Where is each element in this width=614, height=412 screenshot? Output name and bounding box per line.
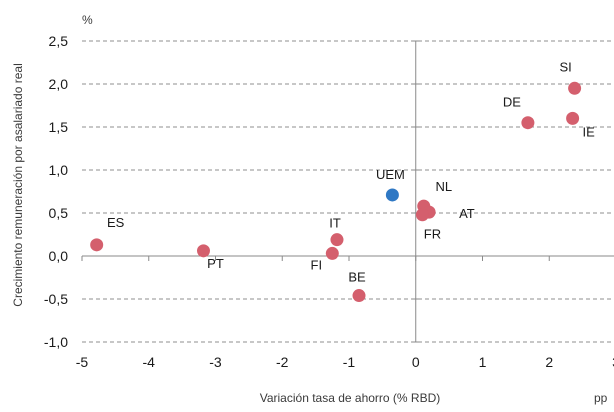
point-pt	[196, 244, 210, 258]
point-label-fr: FR	[424, 227, 441, 242]
point-be	[352, 289, 366, 303]
x-tick-label: -3	[209, 354, 222, 370]
y-tick-label: 1,0	[49, 162, 69, 178]
point-label-de: DE	[503, 95, 521, 110]
point-label-si: SI	[559, 59, 571, 74]
x-tick-label: 0	[412, 354, 420, 370]
point-ie	[566, 111, 580, 125]
y-tick-label: -1,0	[44, 334, 68, 350]
point-label-es: ES	[107, 215, 125, 230]
point-label-be: BE	[348, 270, 366, 285]
point-label-nl: NL	[435, 179, 452, 194]
data-points	[90, 81, 582, 303]
y-tick-label: 2,5	[49, 33, 69, 49]
point-es	[90, 238, 104, 252]
y-tick-label: -0,5	[44, 291, 68, 307]
x-tick-label: 1	[479, 354, 487, 370]
grid-lines	[82, 40, 614, 343]
point-label-ie: IE	[582, 124, 595, 139]
point-it	[330, 233, 344, 247]
y-tick-labels: 2,5 2,0 1,5 1,0 0,5 0,0 -0,5 -1,0	[44, 33, 68, 350]
point-fr	[415, 208, 429, 222]
point-si	[568, 81, 582, 95]
point-uem	[385, 188, 399, 202]
point-labels: SI DE IE UEM NL AT FR ES PT IT FI BE	[107, 59, 595, 284]
x-unit-label: pp	[594, 391, 608, 405]
x-tick-label: 3	[612, 354, 614, 370]
y-tick-label: 1,5	[49, 119, 69, 135]
x-tick-label: -4	[143, 354, 156, 370]
point-label-uem: UEM	[376, 167, 405, 182]
x-tick-labels: -5 -4 -3 -2 -1 0 1 2 3	[76, 354, 614, 370]
point-label-pt: PT	[207, 256, 224, 271]
point-de	[521, 116, 535, 130]
y-tick-label: 0,0	[49, 248, 69, 264]
x-tick-label: 2	[545, 354, 553, 370]
x-tick-label: -5	[76, 354, 89, 370]
y-axis-title: Crecimiento remuneración por asalariado …	[11, 63, 25, 306]
x-tick-label: -1	[343, 354, 356, 370]
x-tick-label: -2	[276, 354, 289, 370]
y-tick-label: 0,5	[49, 205, 69, 221]
point-fi	[325, 246, 339, 260]
point-label-at: AT	[459, 206, 475, 221]
axes	[81, 40, 614, 343]
x-axis-title: Variación tasa de ahorro (% RBD)	[260, 391, 441, 405]
point-label-fi: FI	[311, 257, 323, 272]
y-tick-label: 2,0	[49, 76, 69, 92]
point-label-it: IT	[329, 216, 341, 231]
y-unit-label: %	[82, 13, 93, 27]
